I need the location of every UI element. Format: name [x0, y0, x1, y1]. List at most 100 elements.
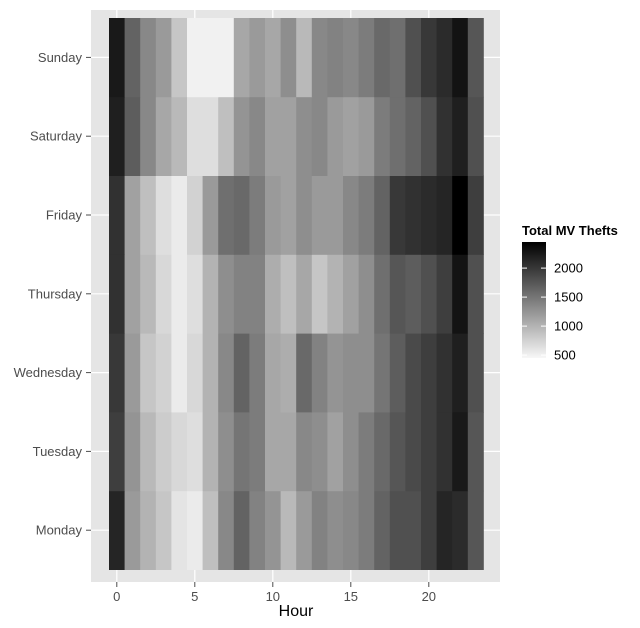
heatmap-cell	[155, 333, 172, 413]
y-tick-label: Sunday	[38, 50, 83, 65]
heatmap-cell	[249, 412, 266, 492]
y-tick-label: Friday	[46, 208, 83, 223]
heatmap-cell	[405, 175, 422, 255]
heatmap-cell	[171, 18, 188, 98]
heatmap-cell	[311, 175, 328, 255]
heatmap-cell	[452, 412, 469, 492]
heatmap-cell	[389, 333, 406, 413]
heatmap-cell	[171, 333, 188, 413]
heatmap-cell	[218, 18, 235, 98]
heatmap-cell	[171, 490, 188, 570]
heatmap-cell	[452, 175, 469, 255]
heatmap-cell	[280, 412, 297, 492]
heatmap-cell	[218, 254, 235, 334]
x-tick-label: 15	[344, 589, 358, 604]
heatmap-cell	[436, 175, 453, 255]
heatmap-cell	[405, 490, 422, 570]
heatmap-cell	[296, 412, 313, 492]
heatmap-cell	[358, 254, 375, 334]
heatmap-cell	[202, 18, 219, 98]
heatmap-cell	[249, 490, 266, 570]
heatmap-cell	[202, 254, 219, 334]
heatmap-cell	[405, 96, 422, 176]
legend-title: Total MV Thefts	[522, 223, 618, 238]
heatmap-cell	[171, 96, 188, 176]
heatmap-cell	[389, 175, 406, 255]
heatmap-cell	[436, 18, 453, 98]
heatmap-cell	[109, 412, 125, 492]
heatmap-cell	[374, 412, 391, 492]
heatmap-cell	[374, 18, 391, 98]
heatmap-cell	[467, 412, 484, 492]
heatmap-cell	[421, 18, 437, 98]
heatmap-cell	[327, 18, 344, 98]
heatmap-cell	[218, 96, 235, 176]
heatmap-cell	[311, 254, 328, 334]
heatmap-cell	[343, 18, 359, 98]
heatmap-cell	[233, 18, 250, 98]
x-tick-label: 20	[422, 589, 436, 604]
heatmap-cell	[389, 412, 406, 492]
heatmap-cell	[421, 175, 437, 255]
heatmap-cell	[389, 18, 406, 98]
heatmap-cell	[467, 254, 484, 334]
heatmap-cell	[202, 490, 219, 570]
heatmap-cell	[296, 96, 313, 176]
heatmap-cell	[343, 490, 359, 570]
heatmap-cell	[218, 412, 235, 492]
heatmap-cell	[296, 254, 313, 334]
heatmap-cell	[421, 254, 437, 334]
legend-tick-label: 500	[554, 348, 576, 363]
heatmap-cell	[249, 18, 266, 98]
heatmap-cell	[327, 96, 344, 176]
heatmap-cell	[358, 18, 375, 98]
heatmap-cell	[296, 175, 313, 255]
heatmap-cell	[327, 412, 344, 492]
heatmap-cell	[405, 412, 422, 492]
heatmap-cell	[155, 412, 172, 492]
heatmap-cell	[124, 412, 141, 492]
heatmap-cell	[374, 490, 391, 570]
heatmap-cell	[421, 490, 437, 570]
y-axis: Monday Tuesday Wednesday Thursday Friday Satu…	[14, 50, 91, 538]
heatmap-cell	[187, 333, 203, 413]
heatmap-cell	[155, 490, 172, 570]
heatmap-cell	[109, 490, 125, 570]
heatmap-cell	[467, 18, 484, 98]
heatmap-cell	[233, 333, 250, 413]
heatmap-cell	[374, 96, 391, 176]
heatmap-cell	[467, 96, 484, 176]
heatmap-cell	[218, 333, 235, 413]
heatmap-cell	[171, 175, 188, 255]
heatmap-cell	[311, 96, 328, 176]
y-tick-label: Wednesday	[14, 365, 83, 380]
heatmap-cell	[155, 254, 172, 334]
heatmap-cell	[452, 18, 469, 98]
heatmap-cell	[202, 333, 219, 413]
legend-ticks: 500 1000 1500 2000	[522, 261, 583, 363]
heatmap-cell	[436, 412, 453, 492]
legend-colorbar	[522, 242, 546, 358]
heatmap-cell	[202, 175, 219, 255]
heatmap-cell	[140, 96, 157, 176]
x-axis-title: Hour	[279, 603, 314, 620]
heatmap-cell	[280, 333, 297, 413]
heatmap-cell	[187, 18, 203, 98]
heatmap-cell	[155, 175, 172, 255]
y-tick-label: Saturday	[30, 129, 83, 144]
heatmap-cells	[109, 18, 484, 570]
heatmap-cell	[467, 333, 484, 413]
heatmap-cell	[405, 333, 422, 413]
y-tick-label: Monday	[36, 523, 83, 538]
heatmap-cell	[327, 175, 344, 255]
heatmap-cell	[109, 333, 125, 413]
heatmap-cell	[249, 175, 266, 255]
heatmap-cell	[405, 254, 422, 334]
heatmap-cell	[265, 96, 281, 176]
heatmap-cell	[327, 333, 344, 413]
heatmap-cell	[436, 490, 453, 570]
heatmap-cell	[296, 18, 313, 98]
heatmap-cell	[265, 175, 281, 255]
heatmap-cell	[218, 490, 235, 570]
heatmap-cell	[124, 490, 141, 570]
